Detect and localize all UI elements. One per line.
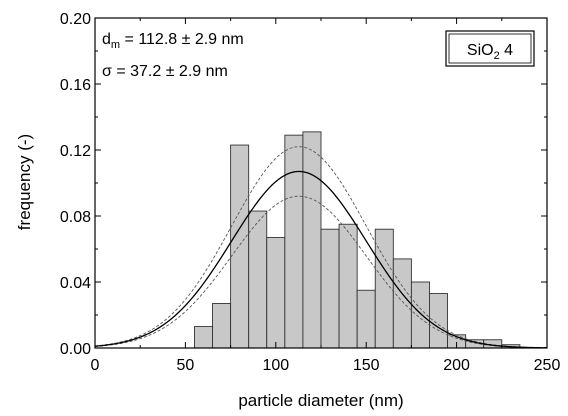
fit-lower-bound-curve	[94, 195, 548, 349]
dm-subscript: m	[111, 39, 120, 51]
x-tick-label: 150	[353, 357, 380, 374]
histogram-bar	[392, 258, 412, 349]
histogram-bar	[429, 293, 449, 349]
histogram-bar	[193, 326, 213, 349]
histogram-bars	[193, 131, 521, 349]
y-tick-label: 0.16	[60, 77, 91, 94]
histogram-bar	[284, 134, 304, 349]
axis-ticks: 0 50 100 150 200 250 0.00 0.04 0.08 0.12 0.16 0.20	[60, 11, 561, 374]
y-tick-label: 0.04	[60, 275, 91, 292]
x-tick-label: 200	[443, 357, 470, 374]
x-tick-label: 0	[91, 357, 100, 374]
x-tick-label: 250	[534, 357, 561, 374]
histogram-bar	[230, 144, 250, 349]
x-axis-label: particle diameter (nm)	[238, 391, 403, 410]
y-tick-label: 0.20	[60, 11, 91, 28]
sample-subscript: 2	[494, 50, 500, 62]
y-tick-label: 0.08	[60, 209, 91, 226]
dm-value: = 112.8 ± 2.9 nm	[120, 31, 244, 48]
sample-number: 4	[500, 42, 513, 59]
mean-diameter-annotation: dm = 112.8 ± 2.9 nm	[102, 31, 244, 51]
histogram-bar	[266, 236, 286, 349]
histogram-bar	[248, 210, 268, 349]
x-tick-label: 50	[177, 357, 195, 374]
sigma-annotation: σ = 37.2 ± 2.9 nm	[102, 63, 228, 80]
x-tick-label: 100	[262, 357, 289, 374]
histogram-bar	[356, 289, 376, 349]
fit-upper-bound-curve	[94, 146, 548, 349]
y-tick-label: 0.00	[60, 341, 91, 358]
y-tick-label: 0.12	[60, 143, 91, 160]
fit-curve	[94, 170, 548, 349]
histogram-bar	[212, 303, 232, 349]
histogram-bar	[338, 223, 358, 349]
sample-formula: SiO	[467, 42, 494, 59]
dm-symbol: d	[102, 31, 111, 48]
sample-label: SiO2 4	[467, 42, 513, 62]
y-axis-label: frequency (-)	[15, 134, 34, 230]
fit-curves	[94, 146, 548, 349]
sample-label-box	[445, 30, 535, 67]
histogram-bar	[302, 131, 322, 349]
histogram-bar	[320, 228, 340, 349]
sample-label-box-inner	[448, 33, 532, 64]
